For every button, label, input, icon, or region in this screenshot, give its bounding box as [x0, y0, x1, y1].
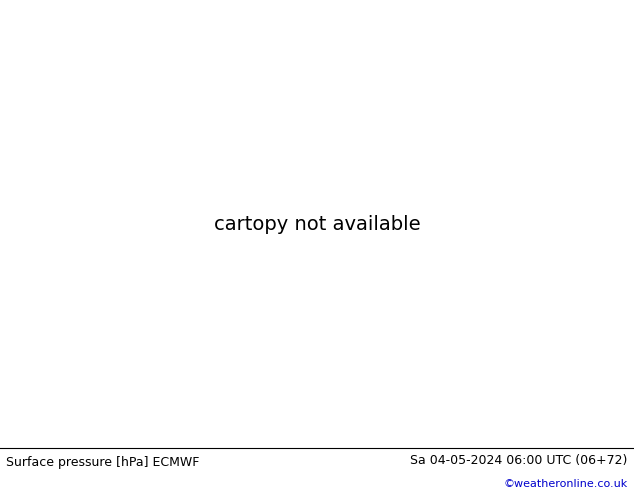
- Text: cartopy not available: cartopy not available: [214, 215, 420, 234]
- Text: ©weatheronline.co.uk: ©weatheronline.co.uk: [503, 479, 628, 489]
- Text: Surface pressure [hPa] ECMWF: Surface pressure [hPa] ECMWF: [6, 456, 200, 469]
- Text: Sa 04-05-2024 06:00 UTC (06+72): Sa 04-05-2024 06:00 UTC (06+72): [410, 454, 628, 467]
